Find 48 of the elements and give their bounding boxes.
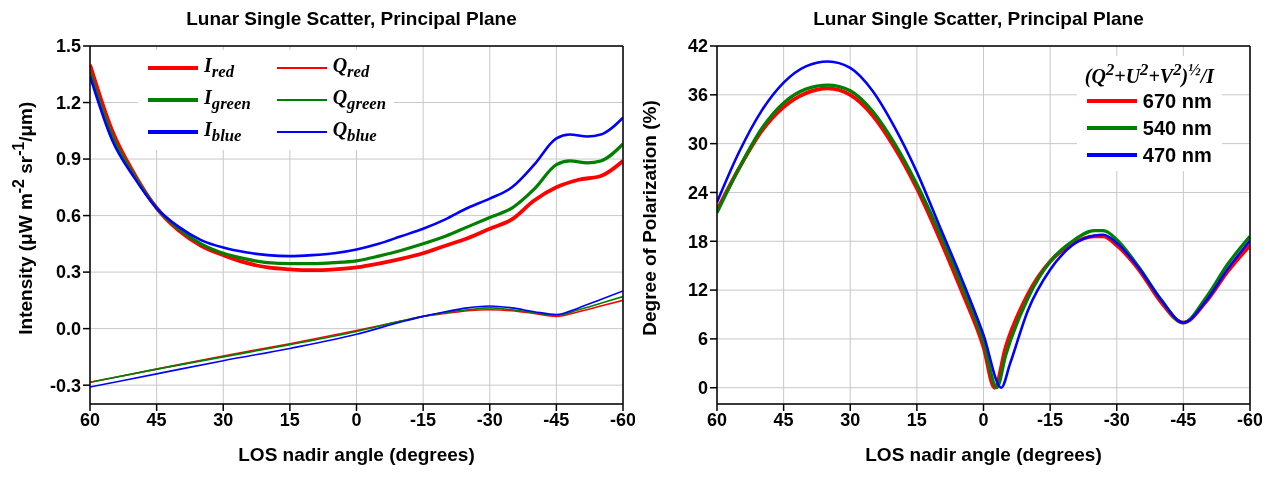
chart-title: Lunar Single Scatter, Principal Plane: [185, 8, 518, 30]
x-axis-title: LOS nadir angle (degrees): [237, 444, 476, 466]
legend-label: I$_{green}$: [204, 86, 251, 114]
y-axis-title: Degree of Polarization (%): [639, 100, 661, 336]
legend-label: 670 nm: [1142, 89, 1212, 113]
text: (Q$^{2}$+U$^{2}$+V$^{2}$)$^{½}$/I: [1084, 60, 1214, 87]
x-tick-label: 15: [906, 409, 927, 430]
x-tick-label: 45: [146, 409, 167, 430]
x-tick-label: -60: [609, 409, 637, 430]
x-tick-label: -30: [476, 409, 503, 430]
x-tick-label: 60: [706, 409, 728, 430]
y-tick-label: 0.6: [55, 205, 81, 226]
y-tick-label: 36: [687, 85, 708, 106]
y-tick-label: 24: [687, 182, 708, 203]
y-tick-label: 1.2: [55, 92, 81, 113]
legend-label: I$_{red}$: [204, 54, 234, 82]
y-tick-label: -0.3: [49, 375, 81, 396]
legend-label: Q$_{blue}$: [332, 118, 377, 146]
x-tick-label: -45: [543, 409, 570, 430]
x-tick-label: -45: [1170, 409, 1197, 430]
x-tick-label: 45: [773, 409, 794, 430]
y-tick-label: 0.0: [55, 319, 81, 340]
x-tick-label: -30: [1103, 409, 1130, 430]
y-tick-label: 0: [697, 378, 708, 399]
x-tick-label: 60: [79, 409, 101, 430]
y-tick-label: 12: [687, 280, 708, 301]
y-tick-label: 1.5: [55, 36, 81, 57]
legend-label: 470 nm: [1142, 143, 1212, 167]
x-tick-label: 30: [213, 409, 234, 430]
y-tick-label: 6: [697, 329, 708, 350]
x-axis-title: LOS nadir angle (degrees): [864, 444, 1103, 466]
legend-label: 540 nm: [1142, 116, 1212, 140]
y-tick-label: 18: [687, 231, 708, 252]
x-tick-label: -60: [1236, 409, 1264, 430]
legend-label: Q$_{red}$: [332, 54, 370, 82]
y-tick-label: 0.9: [55, 149, 81, 170]
y-tick-label: 30: [687, 134, 708, 155]
x-tick-label: -15: [410, 409, 437, 430]
legend-label: Q$_{green}$: [332, 86, 386, 114]
x-tick-label: 30: [840, 409, 861, 430]
x-tick-label: 0: [351, 409, 362, 430]
y-tick-label: 0.3: [55, 262, 81, 283]
chart-title: Lunar Single Scatter, Principal Plane: [812, 8, 1145, 30]
legend-label: I$_{blue}$: [204, 118, 242, 146]
x-tick-label: -15: [1037, 409, 1064, 430]
x-tick-label: 15: [279, 409, 300, 430]
x-tick-label: 0: [978, 409, 989, 430]
y-tick-label: 42: [687, 36, 708, 57]
